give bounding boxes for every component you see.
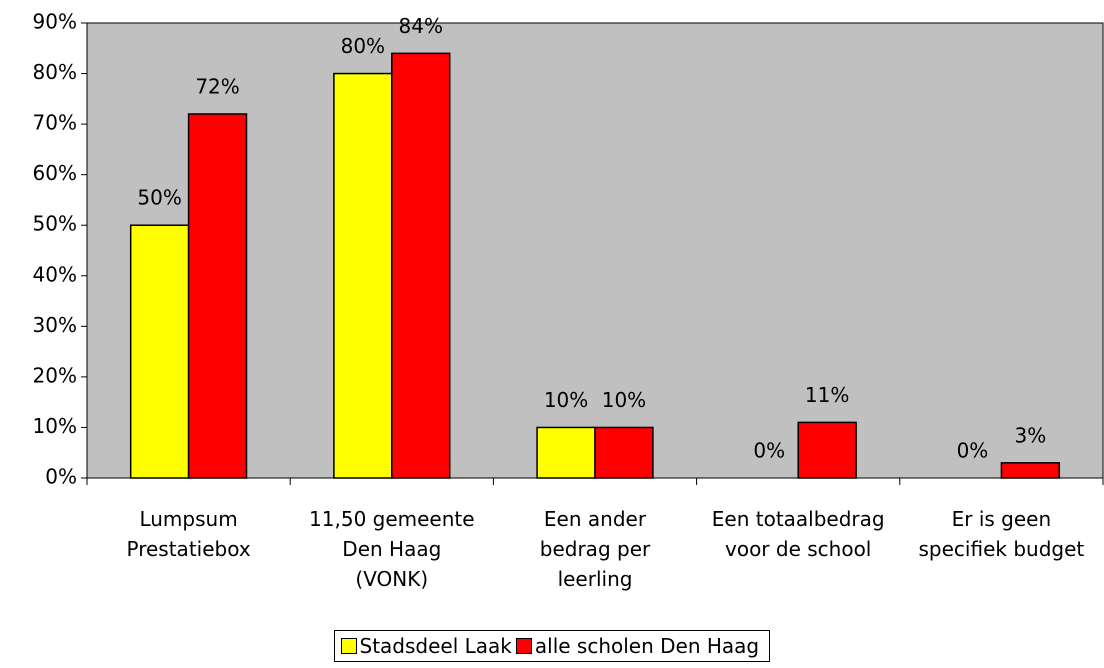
y-tick-label: 30% <box>33 313 77 337</box>
y-tick-label: 10% <box>33 414 77 438</box>
x-tick-label: Lumpsum Prestatiebox <box>126 507 251 561</box>
legend-swatch <box>515 638 532 654</box>
bar <box>536 426 596 479</box>
data-label: 3% <box>1014 423 1046 447</box>
legend-swatch <box>340 638 357 654</box>
legend-label: alle scholen Den Haag <box>534 634 760 658</box>
bar <box>797 421 857 479</box>
data-label: 10% <box>602 388 646 412</box>
legend-label: Stadsdeel Laak <box>359 634 512 658</box>
x-tick-label: Een totaalbedrag voor de school <box>711 507 885 561</box>
bar <box>129 224 190 479</box>
x-tick-label: 11,50 gemeente Den Haag (VONK) <box>309 507 475 591</box>
y-tick-label: 60% <box>33 161 77 185</box>
x-tick-label: Een ander bedrag per leerling <box>539 507 651 591</box>
data-label: 0% <box>957 439 989 463</box>
data-label: 0% <box>753 439 785 463</box>
plot-area <box>86 22 1104 479</box>
y-tick-label: 0% <box>45 465 77 489</box>
y-tick-label: 90% <box>33 10 77 34</box>
data-label: 84% <box>399 14 443 38</box>
data-label: 11% <box>805 383 849 407</box>
legend: Stadsdeel Laak alle scholen Den Haag <box>333 630 771 662</box>
bar <box>391 52 451 479</box>
data-label: 72% <box>195 75 239 99</box>
y-tick-label: 70% <box>33 111 77 135</box>
y-tick-label: 20% <box>33 363 77 387</box>
data-label: 50% <box>137 186 181 210</box>
y-tick-label: 40% <box>33 262 77 286</box>
data-label: 10% <box>544 388 588 412</box>
legend-item: Stadsdeel Laak <box>340 634 512 658</box>
bar <box>333 72 393 479</box>
y-tick-label: 50% <box>33 212 77 236</box>
data-label: 80% <box>341 34 385 58</box>
x-tick-label: Er is geen specifiek budget <box>918 507 1085 561</box>
bar <box>594 426 654 479</box>
bar <box>187 113 248 479</box>
y-tick-label: 80% <box>33 60 77 84</box>
legend-item: alle scholen Den Haag <box>515 634 760 658</box>
bar <box>1000 462 1061 479</box>
